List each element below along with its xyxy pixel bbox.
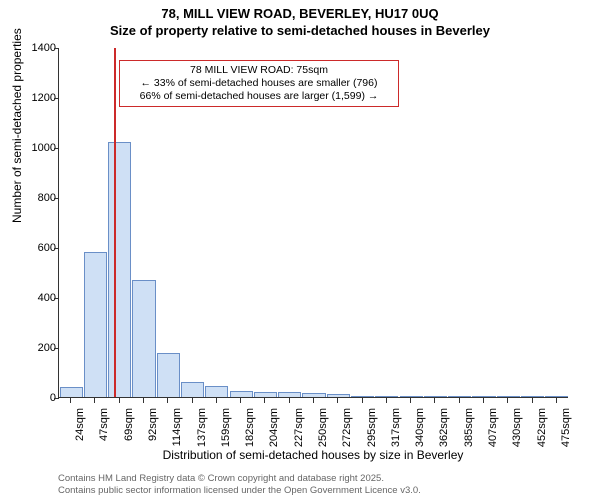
y-tick-label: 800 bbox=[20, 192, 56, 204]
histogram-bar bbox=[230, 391, 253, 397]
x-tick-label: 92sqm bbox=[147, 408, 159, 441]
x-tick-mark bbox=[94, 398, 95, 403]
histogram-bar bbox=[497, 396, 520, 397]
x-tick-mark bbox=[264, 398, 265, 403]
x-axis-title: Distribution of semi-detached houses by … bbox=[58, 448, 568, 462]
y-tick-mark bbox=[54, 198, 59, 199]
y-tick-mark bbox=[54, 348, 59, 349]
annotation-line2: ← 33% of semi-detached houses are smalle… bbox=[126, 77, 392, 90]
histogram-bar bbox=[132, 280, 155, 398]
x-tick-mark bbox=[556, 398, 557, 403]
histogram-bar bbox=[205, 386, 228, 397]
histogram-bar bbox=[472, 396, 495, 397]
x-tick-label: 362sqm bbox=[438, 408, 450, 447]
x-tick-label: 475sqm bbox=[560, 408, 572, 447]
histogram-bar bbox=[545, 396, 568, 397]
histogram-bar bbox=[60, 387, 83, 397]
chart-area: 0200400600800100012001400 78 MILL VIEW R… bbox=[58, 48, 568, 398]
annotation-line1: 78 MILL VIEW ROAD: 75sqm bbox=[126, 64, 392, 77]
histogram-bar bbox=[448, 396, 471, 397]
x-tick-mark bbox=[143, 398, 144, 403]
x-tick-label: 137sqm bbox=[196, 408, 208, 447]
x-tick-mark bbox=[386, 398, 387, 403]
x-tick-label: 69sqm bbox=[123, 408, 135, 441]
y-tick-mark bbox=[54, 148, 59, 149]
x-tick-label: 430sqm bbox=[511, 408, 523, 447]
annotation-box: 78 MILL VIEW ROAD: 75sqm ← 33% of semi-d… bbox=[119, 60, 399, 107]
x-tick-label: 159sqm bbox=[220, 408, 232, 447]
histogram-bar bbox=[424, 396, 447, 397]
y-tick-mark bbox=[54, 298, 59, 299]
x-tick-mark bbox=[240, 398, 241, 403]
x-tick-label: 385sqm bbox=[463, 408, 475, 447]
y-tick-label: 0 bbox=[20, 392, 56, 404]
title-line1: 78, MILL VIEW ROAD, BEVERLEY, HU17 0UQ bbox=[0, 6, 600, 21]
histogram-bar bbox=[302, 393, 325, 398]
y-tick-label: 600 bbox=[20, 242, 56, 254]
x-tick-mark bbox=[410, 398, 411, 403]
footer-attribution: Contains HM Land Registry data © Crown c… bbox=[58, 473, 421, 496]
x-tick-mark bbox=[119, 398, 120, 403]
x-tick-label: 204sqm bbox=[268, 408, 280, 447]
histogram-bar bbox=[400, 396, 423, 397]
x-tick-label: 114sqm bbox=[171, 408, 183, 446]
x-tick-label: 47sqm bbox=[98, 408, 110, 441]
x-tick-label: 340sqm bbox=[414, 408, 426, 447]
histogram-bar bbox=[375, 396, 398, 397]
y-tick-label: 1400 bbox=[20, 42, 56, 54]
x-tick-label: 452sqm bbox=[536, 408, 548, 447]
reference-line bbox=[114, 48, 116, 397]
histogram-bar bbox=[84, 252, 107, 397]
y-tick-label: 1000 bbox=[20, 142, 56, 154]
y-axis: 0200400600800100012001400 bbox=[20, 48, 56, 398]
y-tick-mark bbox=[54, 248, 59, 249]
x-tick-mark bbox=[507, 398, 508, 403]
y-tick-label: 200 bbox=[20, 342, 56, 354]
histogram-bar bbox=[157, 353, 180, 397]
x-tick-mark bbox=[434, 398, 435, 403]
x-tick-mark bbox=[167, 398, 168, 403]
x-tick-mark bbox=[337, 398, 338, 403]
x-tick-label: 317sqm bbox=[390, 408, 402, 447]
histogram-bar bbox=[327, 394, 350, 397]
y-tick-label: 1200 bbox=[20, 92, 56, 104]
x-ticks bbox=[58, 398, 568, 404]
x-tick-mark bbox=[192, 398, 193, 403]
x-tick-mark bbox=[532, 398, 533, 403]
x-tick-label: 24sqm bbox=[74, 408, 86, 441]
title-line2: Size of property relative to semi-detach… bbox=[0, 23, 600, 38]
x-tick-label: 407sqm bbox=[487, 408, 499, 447]
chart-title-block: 78, MILL VIEW ROAD, BEVERLEY, HU17 0UQ S… bbox=[0, 0, 600, 38]
x-tick-mark bbox=[459, 398, 460, 403]
x-tick-mark bbox=[216, 398, 217, 403]
x-tick-mark bbox=[362, 398, 363, 403]
annotation-line3: 66% of semi-detached houses are larger (… bbox=[126, 90, 392, 103]
y-tick-mark bbox=[54, 48, 59, 49]
plot-area: 78 MILL VIEW ROAD: 75sqm ← 33% of semi-d… bbox=[58, 48, 568, 398]
histogram-bar bbox=[278, 392, 301, 397]
histogram-bar bbox=[521, 396, 544, 397]
y-tick-mark bbox=[54, 98, 59, 99]
x-tick-label: 250sqm bbox=[317, 408, 329, 447]
histogram-bar bbox=[254, 392, 277, 397]
histogram-bar bbox=[351, 396, 374, 397]
x-tick-mark bbox=[313, 398, 314, 403]
x-tick-label: 227sqm bbox=[293, 408, 305, 447]
footer-line1: Contains HM Land Registry data © Crown c… bbox=[58, 473, 421, 484]
histogram-bar bbox=[181, 382, 204, 397]
x-tick-mark bbox=[289, 398, 290, 403]
y-tick-label: 400 bbox=[20, 292, 56, 304]
x-tick-mark bbox=[483, 398, 484, 403]
footer-line2: Contains public sector information licen… bbox=[58, 485, 421, 496]
x-tick-label: 182sqm bbox=[244, 408, 256, 447]
x-tick-label: 295sqm bbox=[366, 408, 378, 447]
histogram-bar bbox=[108, 142, 131, 397]
x-tick-label: 272sqm bbox=[341, 408, 353, 447]
x-tick-mark bbox=[70, 398, 71, 403]
